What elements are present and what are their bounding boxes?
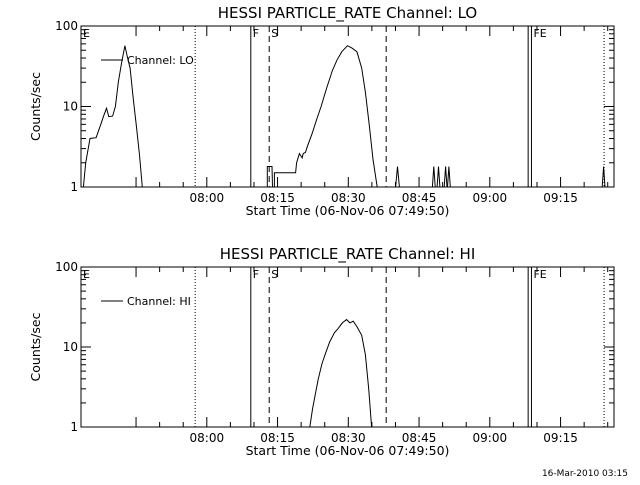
lo-series-segment-6 [447, 166, 451, 188]
lo-xtick-label-0830: 08:30 [331, 191, 366, 205]
hi-marker-label-e: E [83, 268, 90, 281]
lo-series-segment-0 [82, 45, 143, 188]
lo-marker-label-s: S [271, 27, 278, 40]
panel-lo: HESSI PARTICLE_RATE Channel: LO E F S FE 1 10 1… [28, 4, 615, 218]
lo-legend-label: Channel: LO [127, 54, 194, 67]
lo-series-segment-7 [601, 166, 606, 188]
lo-plot-frame [80, 25, 615, 188]
hi-xtick-label-0830: 08:30 [331, 431, 366, 445]
panel-hi: HESSI PARTICLE_RATE Channel: HI E F S FE 1 10 1… [28, 245, 615, 458]
hi-series-segment-0 [309, 318, 373, 428]
hi-ytick-label-100: 100 [55, 260, 78, 274]
lo-title: HESSI PARTICLE_RATE Channel: LO [218, 4, 477, 23]
lo-xtick-label-0815: 08:15 [260, 191, 295, 205]
hi-legend-label: Channel: HI [127, 295, 191, 308]
lo-series-segment-2 [395, 166, 400, 188]
lo-ytick-label-100: 100 [55, 19, 78, 33]
lo-xtick-label-0900: 09:00 [473, 191, 508, 205]
hi-plot-frame [80, 266, 615, 428]
hi-xtick-label-0915: 09:15 [543, 431, 578, 445]
lo-series-segment-1 [266, 45, 378, 188]
lo-xtick-label-0800: 08:00 [190, 191, 225, 205]
hi-marker-label-fe: FE [533, 268, 546, 281]
hi-title: HESSI PARTICLE_RATE Channel: HI [220, 245, 476, 264]
hi-ytick-label-1: 1 [70, 420, 78, 434]
hi-ytick-label-10: 10 [63, 340, 78, 354]
lo-marker-label-fe: FE [533, 27, 546, 40]
lo-marker-label-f: F [253, 27, 259, 40]
hi-marker-label-s: S [271, 268, 278, 281]
footer-date: 16-Mar-2010 03:15 [542, 469, 628, 479]
lo-series-segment-5 [443, 166, 448, 188]
lo-series-segment-4 [436, 166, 441, 188]
lo-marker-label-e: E [83, 27, 90, 40]
hi-xtick-label-0800: 08:00 [190, 431, 225, 445]
lo-x-axis-label: Start Time (06-Nov-06 07:49:50) [246, 203, 450, 218]
lo-series-segment-3 [431, 166, 436, 188]
hi-y-axis-label: Counts/sec [28, 312, 43, 381]
hi-marker-label-f: F [253, 268, 259, 281]
hi-xtick-label-0815: 08:15 [260, 431, 295, 445]
hi-xtick-label-0845: 08:45 [402, 431, 437, 445]
lo-ytick-label-1: 1 [70, 180, 78, 194]
lo-ytick-label-10: 10 [63, 100, 78, 114]
hi-xtick-label-0900: 09:00 [473, 431, 508, 445]
lo-y-axis-label: Counts/sec [28, 72, 43, 141]
lo-xtick-label-0915: 09:15 [543, 191, 578, 205]
hi-x-axis-label: Start Time (06-Nov-06 07:49:50) [246, 443, 450, 458]
lo-xtick-label-0845: 08:45 [402, 191, 437, 205]
